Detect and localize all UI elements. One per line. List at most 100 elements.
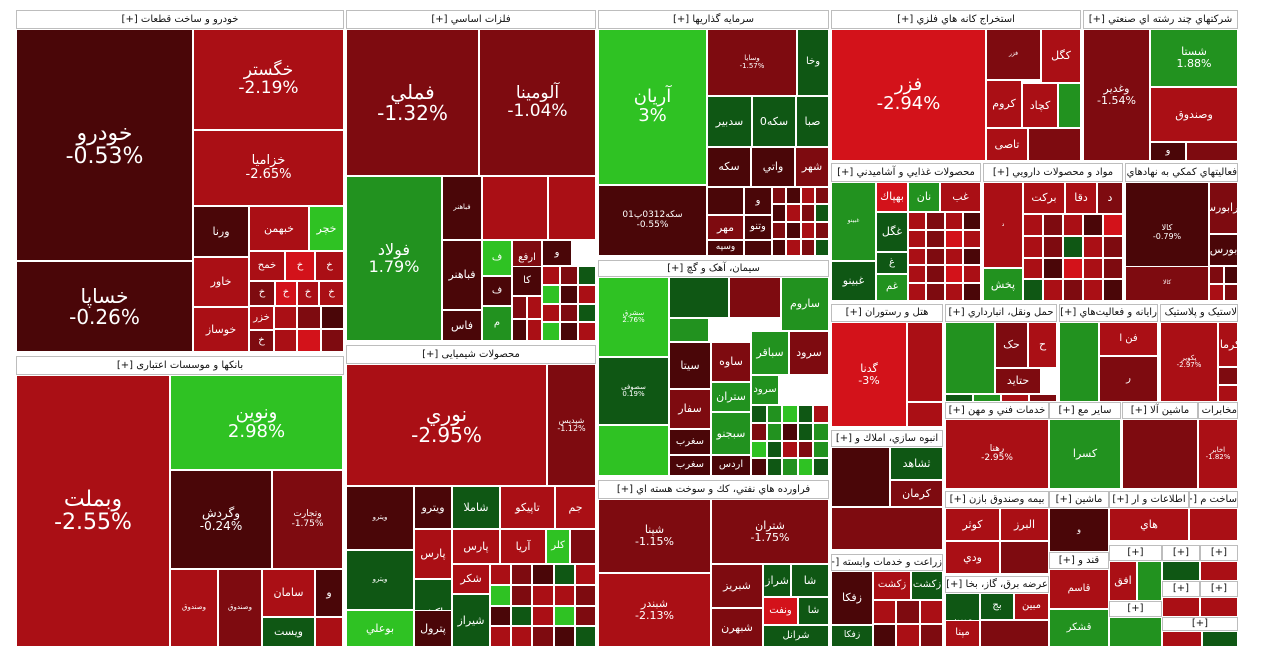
small-tile[interactable] [527,296,542,319]
tile-noori[interactable]: نوري -2.95% [346,364,547,486]
tile-f[interactable]: ف [482,276,512,306]
tile-vbmellat[interactable]: وبملت -2.55% [16,375,170,647]
sector-header-misc[interactable]: [+] [1200,545,1238,561]
tile-saveh[interactable]: ساوه [711,342,751,382]
small-tile[interactable] [729,277,781,318]
small-tile[interactable] [813,405,829,423]
tile-kchad[interactable]: کچاد [1022,83,1058,128]
small-tile[interactable] [751,440,767,459]
tile-vitro[interactable]: ويترو [414,486,452,529]
tile-gadna[interactable]: گدنا -3% [831,322,907,427]
small-tile[interactable] [896,600,920,624]
tile-shbhrn[interactable]: شبهرن [711,608,763,647]
tile-fana[interactable]: فن ا [1099,322,1158,356]
small-tile[interactable] [578,303,596,323]
small-tile[interactable] [532,626,554,647]
small-tile[interactable] [1162,597,1200,617]
tile-m[interactable]: م [482,306,512,341]
sector-header-tire[interactable]: لاستیک و پلاستیک [+] [1160,304,1238,322]
small-tile[interactable] [315,617,343,647]
sector-header-mach2[interactable]: ماشین [+] [1049,491,1109,508]
tile-boali[interactable]: بوعلي [346,610,414,647]
tile-d[interactable]: د [1097,182,1123,214]
small-tile[interactable] [1186,142,1238,161]
small-tile[interactable] [797,422,814,441]
tile-alumina[interactable]: آلومینا -1.04% [479,29,596,176]
tile-mehr[interactable]: مهر [707,215,744,240]
tile-khbahman[interactable]: خبهمن [249,206,309,251]
small-tile[interactable] [945,322,995,394]
small-tile[interactable] [813,458,829,476]
small-tile[interactable] [532,564,554,585]
tile-pakhsh[interactable]: پخش [983,268,1023,301]
tile-sfar[interactable]: سفار [669,389,711,429]
tile-afgh[interactable]: افق [1109,561,1137,601]
small-tile[interactable] [1109,617,1162,647]
tile-vsandogh[interactable]: وصندوق [1150,87,1238,142]
sector-header-hotel[interactable]: هتل و رستوران [+] [831,304,943,322]
small-tile[interactable] [782,440,798,459]
small-tile[interactable] [574,626,596,647]
small-tile[interactable] [908,212,927,230]
small-tile[interactable] [772,238,787,256]
small-tile[interactable] [1063,235,1083,258]
tile-shtran[interactable]: شتران -1.75% [711,499,829,564]
tile-kh[interactable]: خ [275,281,297,306]
small-tile[interactable] [490,605,512,627]
tile-vdi[interactable]: ودي [945,541,1000,574]
tile-sarod[interactable]: سرود [789,331,829,375]
small-tile[interactable] [1083,235,1103,258]
tile-v[interactable]: و [1150,142,1186,161]
tile-htaid[interactable]: حتاید [995,368,1041,394]
sector-header-invest[interactable]: سرمایه گذاریها [+] [598,10,829,29]
small-tile[interactable] [814,204,829,222]
sector-header-trans[interactable]: حمل ونقل، انبارداري [+] [945,304,1057,322]
small-tile[interactable] [669,318,709,342]
small-tile[interactable] [297,306,321,329]
sector-header-mine[interactable]: استخراج كانه هاي فلزي [+] [831,10,1081,29]
small-tile[interactable] [962,212,981,230]
tile-sita[interactable]: سیتا [669,342,711,389]
tile-barkat[interactable]: برکت [1023,182,1065,214]
small-tile[interactable] [926,283,945,301]
small-tile[interactable] [1029,394,1057,402]
tile-ardas[interactable]: اردس [711,455,751,476]
small-tile[interactable] [553,605,575,627]
tile-dgha[interactable]: دقا [1065,182,1097,214]
small-tile[interactable] [919,623,943,647]
small-tile[interactable] [1023,257,1043,280]
small-tile[interactable] [490,584,512,606]
sector-header-car[interactable]: خودرو و ساخت قطعات [+] [16,10,344,29]
small-tile[interactable] [1162,561,1200,581]
small-tile[interactable] [907,402,943,427]
tile-hk[interactable]: حک [995,322,1028,368]
tile-zfka[interactable]: زفکا [831,625,873,647]
tile-mine-small[interactable]: فزر [986,29,1041,80]
sector-header-misc[interactable]: [+] [1162,617,1238,631]
tile-ghab[interactable]: غب [940,182,981,212]
sector-header-tele[interactable]: مخابرات [+] [1198,402,1238,419]
tile-nan[interactable]: نان [908,182,940,212]
small-tile[interactable] [511,605,533,627]
small-tile[interactable] [772,221,787,239]
small-tile[interactable] [766,440,783,459]
tile-s[interactable]: سرود [751,375,779,405]
tile-sashahed[interactable]: ثشاهد [890,447,943,480]
tile-vghadir[interactable]: وغدیر -1.54% [1083,29,1150,161]
tile-shbriz[interactable]: شبریز [711,564,763,608]
small-tile[interactable] [1023,235,1043,258]
tile-ghbino[interactable]: غبینو [831,261,876,301]
tile-vpost[interactable]: ویست [262,617,315,647]
tile-info[interactable]: هاي [1109,508,1189,541]
small-tile[interactable] [1023,279,1043,301]
small-tile[interactable] [1200,561,1238,581]
tile-pakarman[interactable]: پکرمان [1218,322,1238,367]
tile-bj[interactable]: بج [980,593,1014,620]
small-tile[interactable] [766,458,783,476]
tile-khsapa[interactable]: خساپا -0.26% [16,261,193,352]
small-tile[interactable] [896,623,920,647]
small-tile[interactable] [766,405,783,423]
tile-kasra[interactable]: کسرا [1049,419,1121,489]
sector-header-power[interactable]: عرضه برق، گاز، بخا [+] [945,576,1049,593]
small-tile[interactable] [1063,257,1083,280]
